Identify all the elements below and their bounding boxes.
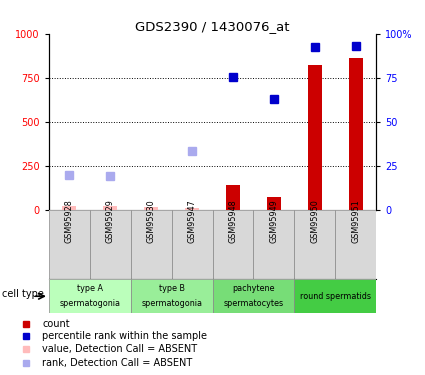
Bar <box>49 210 90 279</box>
Bar <box>103 206 117 210</box>
Text: GSM95930: GSM95930 <box>147 200 156 243</box>
Bar <box>294 279 376 313</box>
Text: cell type: cell type <box>2 290 44 299</box>
Bar <box>294 210 335 279</box>
Bar <box>212 279 294 313</box>
Bar <box>131 279 212 313</box>
Text: GSM95950: GSM95950 <box>310 200 319 243</box>
Bar <box>226 185 240 210</box>
Text: GSM95948: GSM95948 <box>229 200 238 243</box>
Text: type A: type A <box>77 284 103 293</box>
Text: spermatogonia: spermatogonia <box>59 299 120 308</box>
Bar <box>212 210 253 279</box>
Text: GSM95949: GSM95949 <box>269 200 278 243</box>
Text: GSM95951: GSM95951 <box>351 200 360 243</box>
Text: GSM95928: GSM95928 <box>65 200 74 243</box>
Bar <box>267 197 281 210</box>
Bar <box>348 58 363 210</box>
Bar <box>90 210 131 279</box>
Text: percentile rank within the sample: percentile rank within the sample <box>42 332 207 341</box>
Text: spermatogonia: spermatogonia <box>141 299 202 308</box>
Text: GSM95929: GSM95929 <box>106 200 115 243</box>
Bar <box>131 210 172 279</box>
Text: pachytene: pachytene <box>232 284 275 293</box>
Bar <box>62 207 76 210</box>
Bar <box>335 210 376 279</box>
Title: GDS2390 / 1430076_at: GDS2390 / 1430076_at <box>135 20 290 33</box>
Bar <box>49 279 131 313</box>
Text: type B: type B <box>159 284 184 293</box>
Text: spermatocytes: spermatocytes <box>224 299 283 308</box>
Bar <box>308 66 322 210</box>
Text: value, Detection Call = ABSENT: value, Detection Call = ABSENT <box>42 344 198 354</box>
Text: rank, Detection Call = ABSENT: rank, Detection Call = ABSENT <box>42 358 193 368</box>
Bar <box>172 210 212 279</box>
Text: GSM95947: GSM95947 <box>187 200 196 243</box>
Text: count: count <box>42 319 70 328</box>
Text: round spermatids: round spermatids <box>300 292 371 301</box>
Bar <box>185 208 199 210</box>
Bar <box>144 207 158 210</box>
Bar <box>253 210 294 279</box>
